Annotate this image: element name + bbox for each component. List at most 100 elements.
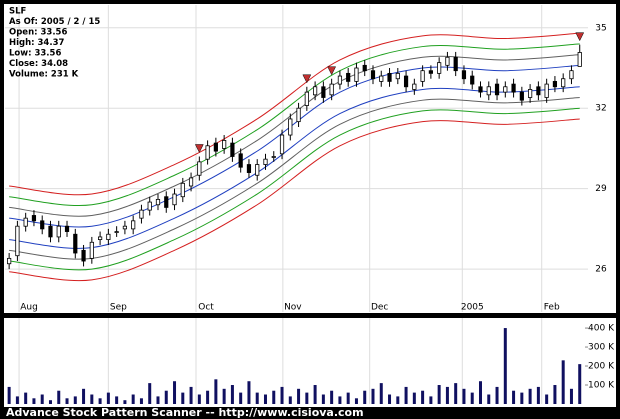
candle-body: [304, 91, 309, 106]
candle-body: [139, 209, 144, 219]
volume-bar: [40, 394, 44, 404]
x-tick-label: Oct: [198, 303, 214, 313]
volume-bar: [164, 390, 168, 404]
candle-body: [172, 193, 177, 206]
candle-body: [453, 56, 458, 72]
volume-bar: [338, 396, 342, 404]
envelope-band: [9, 64, 580, 228]
volume-bar: [189, 386, 193, 404]
volume-bar: [437, 385, 441, 404]
candle-body: [48, 225, 53, 238]
candle-body: [437, 62, 442, 74]
candle-body: [486, 86, 491, 96]
x-tick-label: 2005: [461, 303, 484, 313]
candle-body: [536, 86, 541, 96]
candle-body: [279, 134, 285, 155]
volume-bar: [379, 383, 383, 404]
candle-body: [296, 107, 301, 123]
candle-body: [246, 164, 252, 173]
candle-body: [346, 72, 351, 82]
volume-bar: [65, 398, 69, 404]
signal-marker: [302, 74, 312, 84]
candle-body: [528, 89, 533, 98]
volume-bar: [313, 385, 317, 404]
volume-bar: [115, 396, 119, 404]
volume-bar: [297, 388, 301, 404]
volume-bar: [239, 392, 243, 404]
volume-bar: [470, 392, 474, 404]
volume-bar: [214, 379, 218, 404]
volume-bar: [123, 400, 127, 404]
volume-bar: [478, 381, 482, 404]
volume-bar: [371, 388, 375, 404]
info-line: Close: 34.08: [9, 59, 68, 69]
volume-bar: [528, 388, 532, 404]
envelope-band: [9, 54, 580, 217]
volume-bar: [131, 394, 135, 404]
y-tick-label: 26: [595, 265, 607, 275]
volume-bar: [429, 396, 433, 404]
info-line: Volume: 231 K: [9, 70, 79, 80]
volume-bar: [462, 388, 466, 404]
volume-bar: [230, 385, 234, 404]
volume-bar: [247, 381, 251, 404]
candle-body: [370, 70, 376, 80]
candle-body: [155, 198, 161, 206]
signal-marker: [575, 32, 585, 42]
volume-bar: [139, 398, 143, 404]
volume-bar: [15, 396, 19, 404]
info-line: Low: 33.56: [9, 49, 61, 59]
volume-bar: [7, 386, 11, 404]
candle-body: [420, 70, 425, 82]
candle-body: [362, 64, 367, 72]
volume-bar: [197, 394, 201, 404]
candle-body: [288, 118, 293, 136]
volume-bar: [82, 388, 86, 404]
candle-body: [379, 75, 384, 82]
volume-bar: [553, 385, 557, 404]
candle-body: [197, 161, 202, 176]
y-tick-label: 35: [595, 23, 606, 33]
candle-body: [122, 225, 128, 230]
candle-body: [213, 142, 218, 152]
volume-bar: [98, 398, 102, 404]
volume-bar: [487, 394, 491, 404]
volume-bar: [363, 390, 367, 404]
vol-tick-label: 200 K: [588, 362, 615, 372]
volume-bar: [263, 394, 267, 404]
vol-tick-label: 400 K: [588, 324, 615, 334]
volume-bar: [280, 386, 284, 404]
candle-body: [73, 233, 78, 254]
vol-tick-label: 100 K: [588, 381, 615, 391]
info-line: As Of: 2005 / 2 / 15: [9, 17, 100, 27]
volume-bar: [536, 386, 540, 404]
candle-body: [395, 72, 400, 80]
volume-bar: [206, 390, 210, 404]
signal-marker: [194, 144, 204, 154]
info-line: High: 34.37: [9, 38, 64, 48]
candle-body: [31, 215, 37, 222]
volume-bar: [181, 392, 185, 404]
candle-body: [271, 156, 276, 158]
volume-bar: [24, 392, 28, 404]
envelope-band: [9, 97, 580, 260]
candle-body: [147, 201, 152, 211]
volume-bar: [106, 392, 110, 404]
volume-bar: [288, 396, 292, 404]
x-tick-label: Dec: [371, 303, 388, 313]
candle-body: [180, 182, 185, 198]
volume-bar: [321, 394, 325, 404]
x-tick-label: Aug: [20, 303, 38, 313]
envelope-band: [9, 32, 580, 196]
candle-body: [461, 70, 467, 80]
volume-bar: [255, 392, 259, 404]
x-tick-label: Feb: [544, 303, 560, 313]
signal-marker: [327, 66, 337, 76]
candle-body: [15, 225, 20, 257]
candle-body: [470, 75, 475, 85]
candle-body: [503, 86, 508, 93]
envelope-band: [9, 43, 580, 206]
candle-body: [106, 233, 111, 241]
volume-panel: [4, 318, 616, 407]
